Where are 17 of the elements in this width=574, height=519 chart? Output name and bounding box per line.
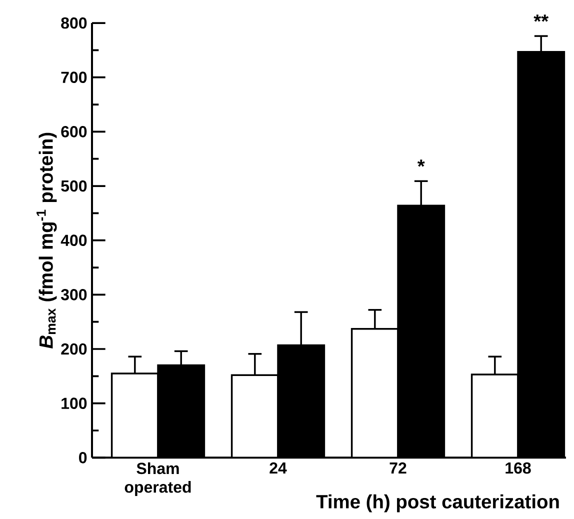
y-tick-label: 600 [61, 126, 87, 138]
y-tick-label: 0 [79, 452, 87, 464]
x-tick-label: 168 [506, 462, 531, 474]
x-tick-label: 72 [390, 462, 406, 474]
y-tick-label: 200 [61, 343, 87, 355]
y-tick-label: 800 [61, 17, 87, 29]
y-tick-label: 500 [61, 180, 87, 192]
x-tick-label: Sham operated [124, 462, 191, 496]
x-tick-label: 24 [270, 462, 287, 474]
y-tick-label: 400 [60, 234, 87, 246]
y-tick-label: 100 [62, 398, 87, 409]
y-tick-label: 700 [61, 72, 87, 83]
annotation: ** [534, 14, 549, 22]
y-tick-label: 300 [60, 289, 87, 300]
x-axis-title: Time (h) post cauterization [316, 494, 559, 512]
y-axis-title: B$_{max}$ (fmol mg$^{-1}$ protein) [36, 132, 57, 348]
annotation: * [417, 160, 425, 167]
